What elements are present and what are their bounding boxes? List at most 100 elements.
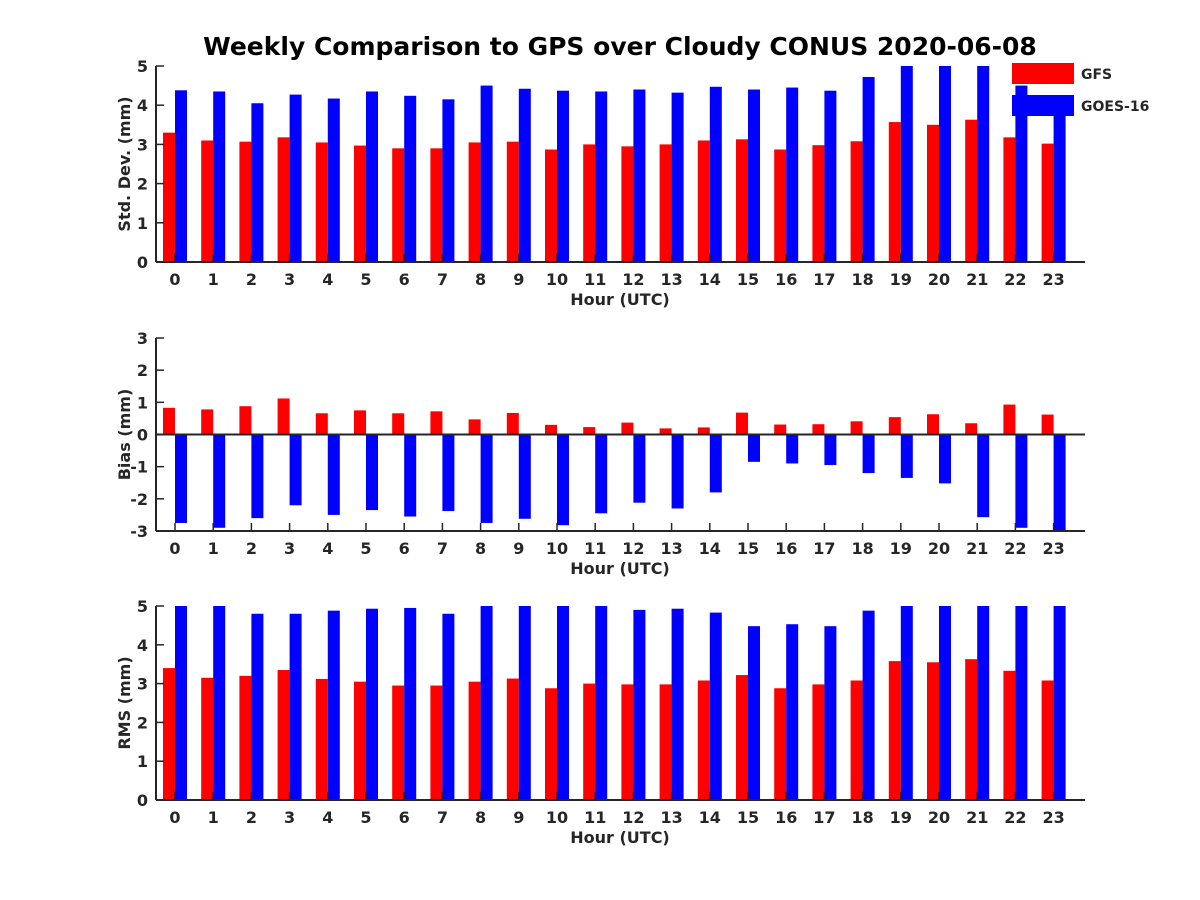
bar-gfs-12 xyxy=(621,684,634,800)
bar-gfs-11 xyxy=(583,427,596,435)
y-axis-label: Std. Dev. (mm) xyxy=(115,96,134,231)
x-tick-label: 6 xyxy=(399,270,410,289)
y-tick-label: -1 xyxy=(130,458,148,477)
x-tick-label: 16 xyxy=(775,270,797,289)
bar-goes-16-9 xyxy=(518,434,531,519)
x-tick-label: 23 xyxy=(1042,808,1064,827)
bar-gfs-23 xyxy=(1041,414,1054,435)
x-tick-label: 2 xyxy=(246,270,257,289)
bar-goes-16-21 xyxy=(977,66,990,262)
bar-goes-16-20 xyxy=(939,606,951,800)
x-tick-label: 4 xyxy=(322,539,333,558)
bar-goes-16-9 xyxy=(518,88,531,263)
bar-gfs-10 xyxy=(545,688,557,800)
legend-label-goes-16: GOES-16 xyxy=(1081,99,1149,115)
bar-goes-16-4 xyxy=(327,98,340,262)
bar-goes-16-6 xyxy=(404,95,417,263)
bar-goes-16-19 xyxy=(900,434,913,478)
bar-goes-16-21 xyxy=(977,606,990,800)
bar-gfs-5 xyxy=(354,145,366,262)
y-tick-label: 2 xyxy=(137,361,148,380)
bar-gfs-23 xyxy=(1041,143,1054,262)
bar-gfs-6 xyxy=(392,413,405,435)
x-tick-label: 13 xyxy=(660,808,682,827)
bar-goes-16-16 xyxy=(786,624,799,800)
y-tick-label: 1 xyxy=(137,393,148,412)
bar-goes-16-2 xyxy=(251,434,264,519)
bar-gfs-0 xyxy=(163,132,175,262)
x-tick-label: 12 xyxy=(622,808,644,827)
x-tick-label: 23 xyxy=(1042,539,1064,558)
x-tick-label: 21 xyxy=(966,270,988,289)
y-tick-label: -3 xyxy=(130,522,148,541)
bar-gfs-13 xyxy=(659,428,672,435)
x-tick-label: 22 xyxy=(1004,270,1026,289)
x-tick-label: 17 xyxy=(813,808,835,827)
bar-gfs-21 xyxy=(965,119,978,262)
bar-goes-16-2 xyxy=(251,103,264,263)
bar-goes-16-22 xyxy=(1015,85,1028,262)
bar-goes-16-14 xyxy=(709,612,722,800)
x-tick-label: 8 xyxy=(475,270,486,289)
bar-goes-16-22 xyxy=(1015,434,1028,528)
x-tick-label: 6 xyxy=(399,808,410,827)
bar-gfs-4 xyxy=(315,142,328,262)
bar-gfs-8 xyxy=(468,419,481,435)
x-tick-label: 22 xyxy=(1004,539,1026,558)
x-tick-label: 7 xyxy=(437,270,448,289)
x-tick-label: 10 xyxy=(546,539,568,558)
bar-gfs-20 xyxy=(927,662,939,800)
bar-gfs-22 xyxy=(1003,670,1016,800)
bar-goes-16-14 xyxy=(709,86,722,262)
bar-goes-16-5 xyxy=(366,91,378,262)
bar-gfs-0 xyxy=(163,668,175,800)
bar-goes-16-19 xyxy=(900,606,913,800)
legend-swatch-gfs xyxy=(1012,63,1074,84)
bar-gfs-2 xyxy=(239,406,252,435)
y-axis-label: RMS (mm) xyxy=(115,656,134,749)
x-tick-label: 14 xyxy=(699,539,721,558)
x-tick-label: 8 xyxy=(475,539,486,558)
chart-title: Weekly Comparison to GPS over Cloudy CON… xyxy=(203,32,1037,61)
bar-goes-16-0 xyxy=(175,90,187,262)
x-tick-label: 23 xyxy=(1042,270,1064,289)
bar-goes-16-2 xyxy=(251,613,264,800)
x-tick-label: 9 xyxy=(513,539,524,558)
x-tick-label: 15 xyxy=(737,808,759,827)
bar-goes-16-16 xyxy=(786,434,799,464)
bar-goes-16-23 xyxy=(1053,113,1066,262)
bar-gfs-8 xyxy=(468,142,481,262)
bar-goes-16-8 xyxy=(480,434,493,523)
bar-goes-16-7 xyxy=(442,99,455,262)
x-tick-label: 1 xyxy=(208,808,219,827)
bar-gfs-21 xyxy=(965,659,978,800)
x-tick-label: 19 xyxy=(890,270,912,289)
x-tick-label: 14 xyxy=(699,808,721,827)
x-tick-label: 5 xyxy=(360,270,371,289)
y-tick-label: 5 xyxy=(137,597,148,616)
bar-gfs-1 xyxy=(201,409,214,435)
bar-goes-16-12 xyxy=(633,89,646,263)
y-tick-label: 0 xyxy=(137,426,148,445)
bar-gfs-23 xyxy=(1041,680,1054,800)
y-tick-label: 2 xyxy=(137,713,148,732)
bar-goes-16-22 xyxy=(1015,606,1028,800)
bar-gfs-1 xyxy=(201,677,214,800)
x-tick-label: 21 xyxy=(966,539,988,558)
x-tick-label: 9 xyxy=(513,808,524,827)
bar-goes-16-10 xyxy=(557,90,569,262)
bar-gfs-0 xyxy=(163,407,175,435)
bar-goes-16-11 xyxy=(595,606,608,800)
bar-gfs-4 xyxy=(315,413,328,435)
bar-gfs-13 xyxy=(659,684,672,800)
bar-gfs-12 xyxy=(621,422,634,435)
x-tick-label: 5 xyxy=(360,808,371,827)
bar-goes-16-23 xyxy=(1053,434,1066,531)
bar-goes-16-12 xyxy=(633,609,646,800)
y-axis-label: Bias (mm) xyxy=(115,389,134,481)
x-tick-label: 18 xyxy=(851,539,873,558)
bar-goes-16-7 xyxy=(442,434,455,512)
y-tick-label: 1 xyxy=(137,214,148,233)
bar-gfs-19 xyxy=(888,417,901,435)
